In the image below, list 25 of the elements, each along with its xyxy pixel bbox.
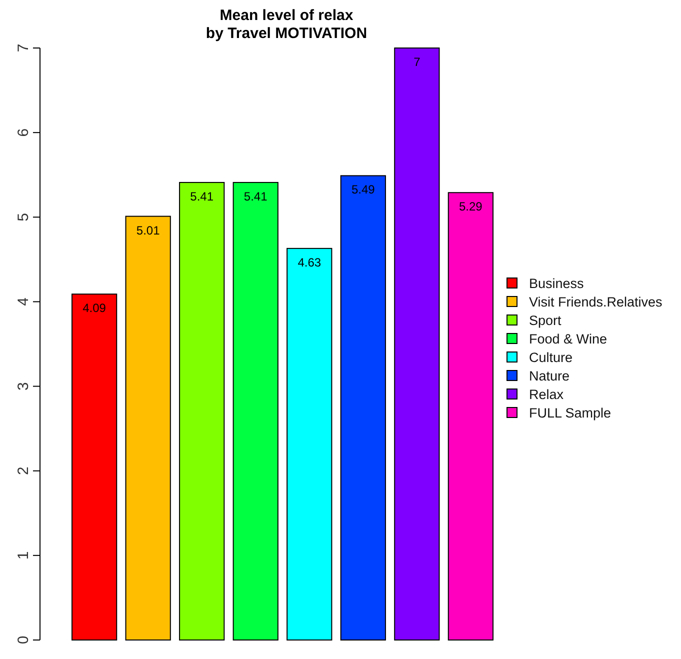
y-tick-label: 6 — [15, 128, 32, 137]
legend-label: FULL Sample — [529, 406, 612, 420]
chart-title: Mean level of relax by Travel MOTIVATION — [206, 7, 368, 42]
data-label: 4.09 — [82, 301, 106, 316]
data-label: 5.41 — [244, 189, 268, 204]
legend-label: Nature — [529, 368, 570, 384]
legend-label: Relax — [529, 387, 564, 402]
y-tick-label: 4 — [15, 298, 32, 306]
legend-label: Business — [529, 276, 584, 291]
data-label: 5.49 — [351, 182, 376, 197]
data-label: 4.63 — [298, 255, 322, 270]
data-label: 5.29 — [459, 200, 483, 214]
data-label: 5.41 — [190, 189, 214, 204]
y-tick-label: 7 — [15, 44, 32, 52]
y-tick-label: 1 — [15, 551, 32, 560]
y-tick-label: 3 — [15, 382, 32, 390]
legend-label: Visit Friends.Relatives — [529, 294, 663, 310]
y-tick-label: 5 — [15, 212, 32, 222]
legend-label: Food & Wine — [529, 332, 608, 346]
legend-label: Sport — [529, 313, 562, 328]
y-tick-label: 0 — [15, 636, 32, 644]
legend-label: Culture — [529, 350, 573, 365]
y-tick-label: 2 — [15, 466, 32, 476]
data-label: 7 — [414, 55, 421, 69]
data-label: 5.01 — [136, 223, 160, 238]
